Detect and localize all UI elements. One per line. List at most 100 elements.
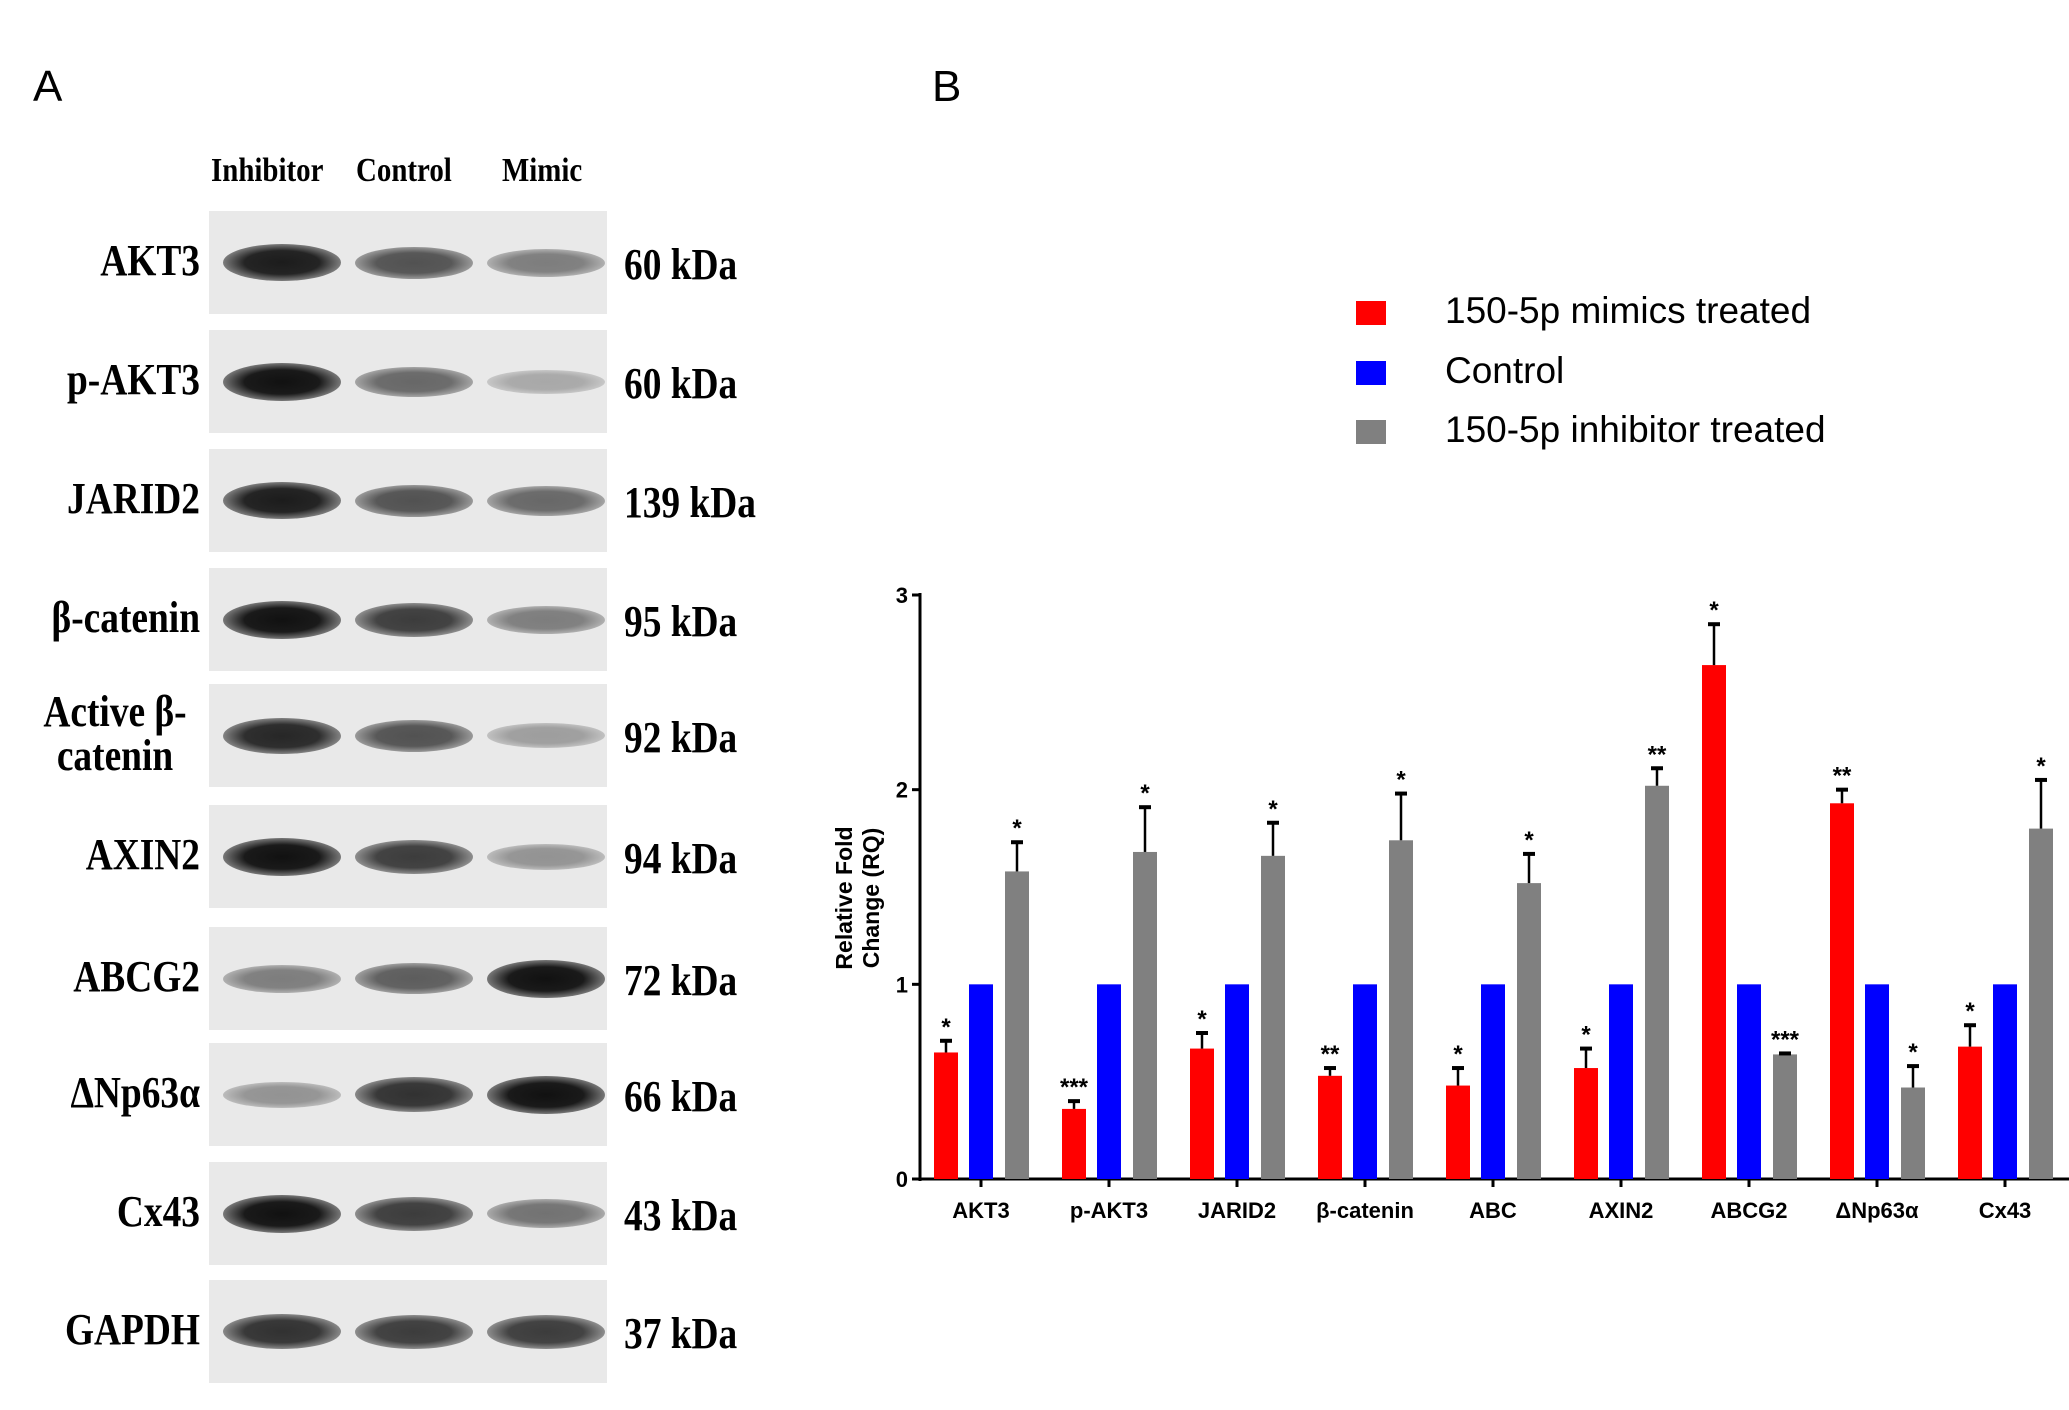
significance-marker: *: [1012, 815, 1022, 842]
y-tick-label: 2: [896, 778, 908, 803]
blot-band: [487, 369, 605, 394]
y-tick-label: 3: [896, 583, 908, 608]
bar: [2029, 828, 2053, 1179]
molecular-weight-label: 95 kDa: [624, 597, 738, 646]
blot-strip: [209, 927, 607, 1030]
protein-label: ΔNp63α: [70, 1068, 200, 1117]
protein-label: AXIN2: [85, 830, 200, 879]
significance-marker: *: [1396, 767, 1406, 794]
blot-strip: [209, 568, 607, 671]
legend-swatch-control: [1356, 361, 1386, 385]
y-tick-label: 0: [896, 1167, 908, 1192]
x-tick-label: Cx43: [1979, 1198, 2032, 1223]
panel-label-a: A: [33, 62, 63, 111]
protein-label: Active β-catenin: [43, 687, 187, 780]
significance-marker: **: [1321, 1041, 1340, 1068]
blot-strip: [209, 1043, 607, 1146]
y-axis-title-line: Relative Fold: [831, 826, 857, 969]
blot-band: [223, 600, 341, 639]
blot-band: [223, 837, 341, 876]
blot-strip: [209, 684, 607, 787]
x-tick-label: JARID2: [1198, 1198, 1276, 1223]
bar: [1133, 851, 1157, 1179]
blot-band: [487, 248, 605, 277]
blot-band: [355, 602, 473, 637]
significance-marker: *: [1524, 827, 1534, 854]
blot-strip: [209, 211, 607, 314]
blot-strip: [209, 1162, 607, 1265]
column-header-mimic: Mimic: [502, 152, 583, 189]
bar: [1097, 984, 1121, 1179]
bar: [1225, 984, 1249, 1179]
bar: [1609, 984, 1633, 1179]
bar: [1446, 1085, 1470, 1179]
significance-marker: *: [2036, 753, 2046, 780]
blot-strip: [209, 330, 607, 433]
blot-band: [355, 484, 473, 517]
protein-label: β-catenin: [51, 593, 201, 642]
column-header-control: Control: [356, 152, 452, 189]
protein-label: ABCG2: [73, 952, 200, 1001]
y-axis-title: Relative FoldChange (RQ): [831, 826, 884, 969]
bar: [1318, 1075, 1342, 1179]
blot-band: [487, 1199, 605, 1228]
molecular-weight-label: 37 kDa: [624, 1309, 738, 1358]
significance-marker: **: [1833, 763, 1852, 790]
blot-band: [355, 1196, 473, 1231]
bar: [1993, 984, 2017, 1179]
blot-band: [223, 964, 341, 993]
blot-strip: [209, 805, 607, 908]
protein-label: p-AKT3: [66, 355, 200, 404]
blot-band: [487, 723, 605, 748]
x-tick-label: ABCG2: [1710, 1198, 1787, 1223]
bar: [1353, 984, 1377, 1179]
molecular-weight-label: 92 kDa: [624, 713, 738, 762]
x-tick-label: p-AKT3: [1070, 1198, 1148, 1223]
molecular-weight-label: 60 kDa: [624, 240, 738, 289]
molecular-weight-label: 94 kDa: [624, 834, 738, 883]
bar: [1389, 840, 1413, 1179]
blot-band: [355, 963, 473, 994]
blot-band: [223, 244, 341, 281]
blot-band: [487, 485, 605, 516]
significance-marker: ***: [1060, 1074, 1089, 1101]
blot-strip: [209, 449, 607, 552]
significance-marker: *: [1965, 998, 1975, 1025]
bar: [1830, 803, 1854, 1179]
significance-marker: *: [1581, 1022, 1591, 1049]
blot-band: [223, 1081, 341, 1108]
blot-band: [355, 366, 473, 397]
bar: [1062, 1108, 1086, 1179]
significance-marker: *: [1197, 1006, 1207, 1033]
bar: [1773, 1054, 1797, 1179]
legend-swatch-mimics: [1356, 301, 1386, 325]
bar: [1190, 1048, 1214, 1179]
legend-swatch-inhibitor: [1356, 420, 1386, 444]
blot-band: [487, 1314, 605, 1349]
blot-band: [487, 959, 605, 998]
panel-label-b: B: [932, 62, 962, 111]
bar: [1737, 984, 1761, 1179]
bar: [1481, 984, 1505, 1179]
blot-band: [355, 1077, 473, 1112]
y-tick-label: 1: [896, 972, 908, 997]
protein-label: GAPDH: [64, 1305, 201, 1354]
blot-band: [223, 1194, 341, 1233]
bar: [934, 1052, 958, 1179]
x-tick-label: AXIN2: [1589, 1198, 1654, 1223]
blot-band: [223, 1314, 341, 1349]
bar: [1005, 871, 1029, 1179]
bar: [1261, 855, 1285, 1179]
bar: [1645, 785, 1669, 1179]
x-tick-label: β-catenin: [1316, 1198, 1414, 1223]
blot-band: [223, 482, 341, 519]
blot-band: [355, 246, 473, 279]
blot-band: [223, 717, 341, 754]
molecular-weight-label: 43 kDa: [624, 1191, 738, 1240]
legend-label-mimics: 150-5p mimics treated: [1445, 290, 1812, 331]
blot-band: [487, 605, 605, 634]
legend-label-inhibitor: 150-5p inhibitor treated: [1445, 409, 1826, 450]
molecular-weight-label: 60 kDa: [624, 359, 738, 408]
